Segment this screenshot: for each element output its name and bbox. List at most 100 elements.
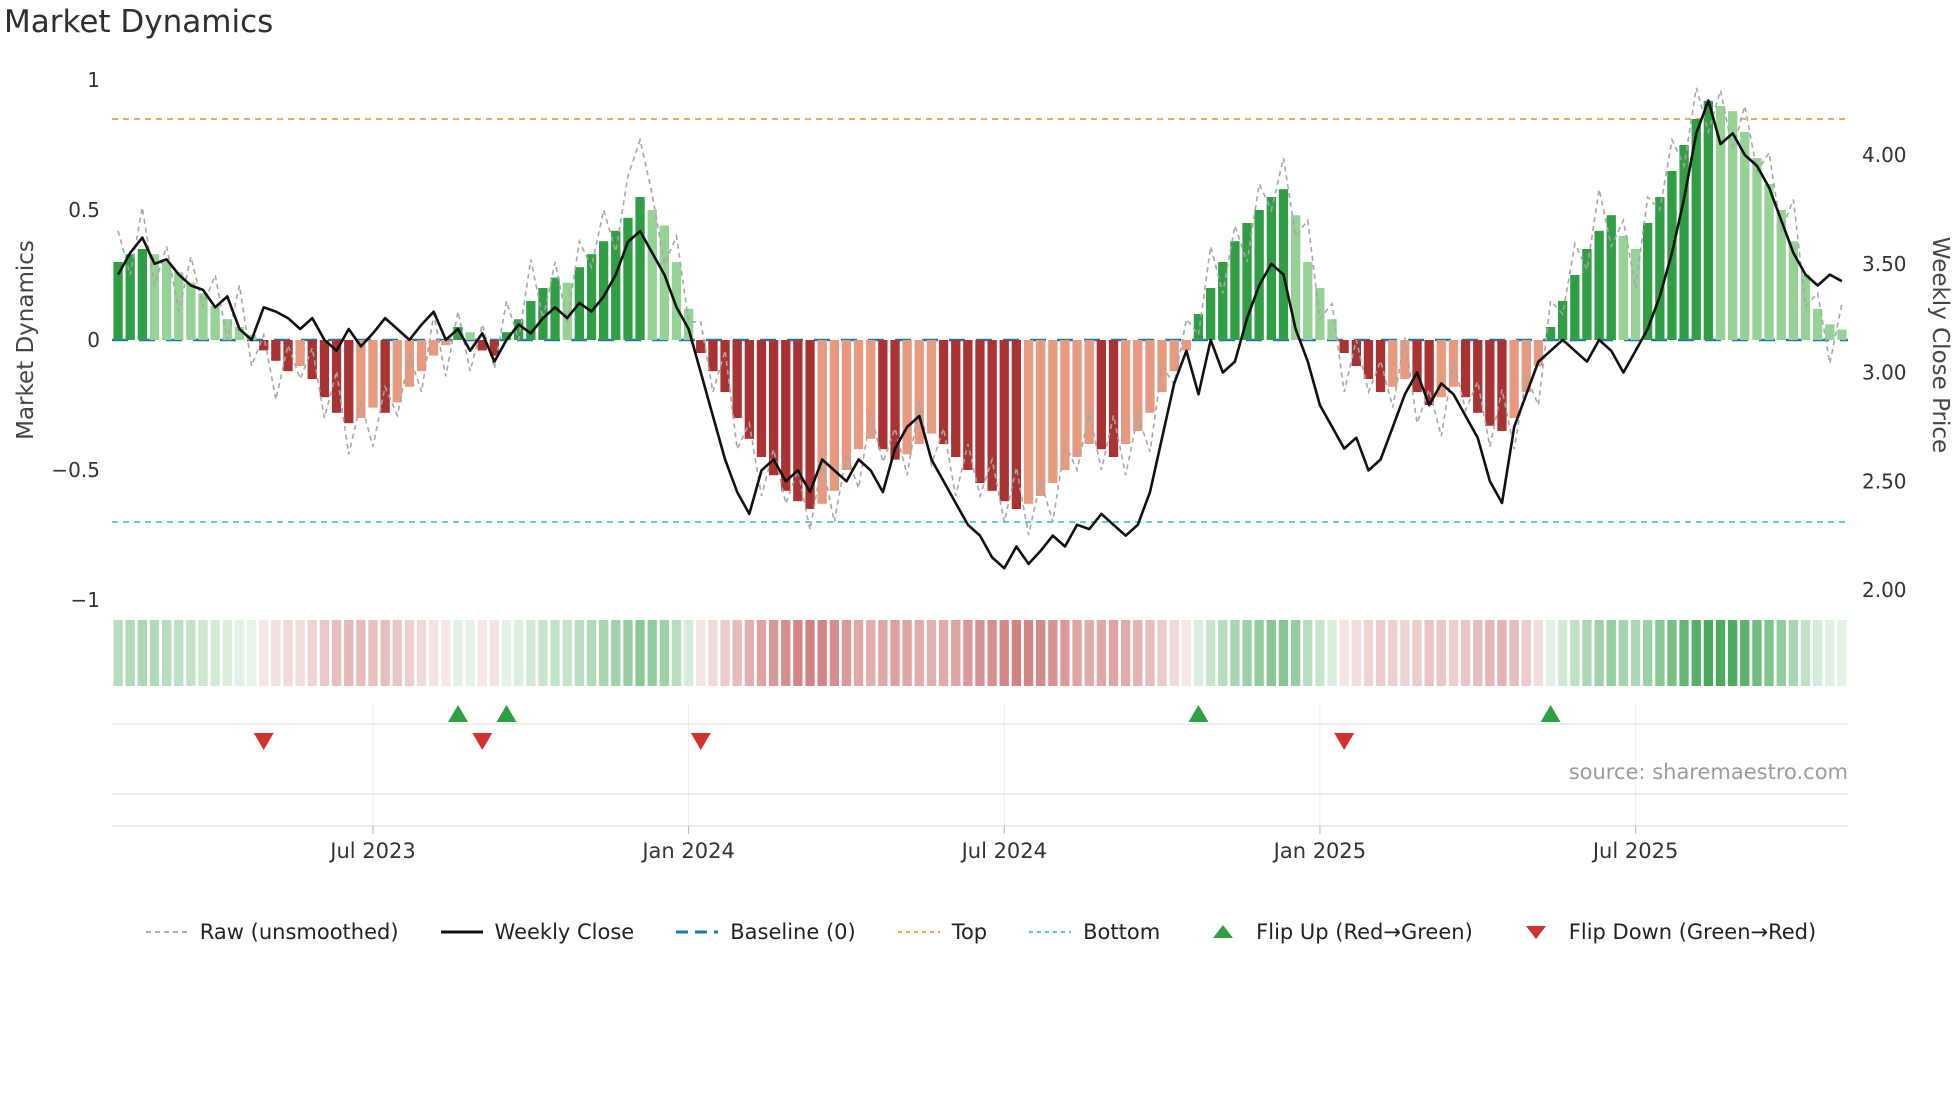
heatmap-cell <box>1630 620 1641 686</box>
oscillator-bar <box>125 254 135 340</box>
heatmap-cell <box>1169 620 1179 686</box>
heatmap-cell <box>647 620 657 686</box>
legend-label: Flip Down (Green→Red) <box>1568 920 1817 944</box>
heatmap-cell <box>283 620 293 686</box>
oscillator-bar <box>1060 340 1070 470</box>
right-tick-label: 4.00 <box>1862 143 1907 167</box>
oscillator-bar <box>999 340 1009 502</box>
oscillator-bar <box>174 272 184 340</box>
heatmap-cell <box>1813 620 1823 686</box>
oscillator-bar <box>1630 249 1641 340</box>
heatmap-cell <box>465 620 475 686</box>
oscillator-bar <box>1181 340 1191 351</box>
left-tick-label: 1 <box>87 68 100 92</box>
legend-item: Flip Down (Green→Red) <box>1513 920 1816 944</box>
oscillator-bar <box>162 262 172 340</box>
legend-line-swatch <box>440 930 483 934</box>
heatmap-cell <box>914 620 924 686</box>
oscillator-bar <box>1121 340 1131 444</box>
oscillator-bar <box>647 210 657 340</box>
oscillator-bar <box>938 340 949 444</box>
heatmap-cell <box>1230 620 1240 686</box>
heatmap-cell <box>1278 620 1289 686</box>
heatmap-cell <box>1728 620 1738 686</box>
oscillator-bar <box>149 254 160 340</box>
oscillator-bar <box>853 340 864 450</box>
heatmap-cell <box>392 620 402 686</box>
oscillator-bar <box>1023 340 1034 504</box>
oscillator-bar <box>817 340 827 504</box>
heatmap-cell <box>1096 620 1106 686</box>
heatmap-cell <box>550 620 560 686</box>
heatmap-cell <box>1436 620 1446 686</box>
oscillator-bar <box>1145 340 1155 413</box>
heatmap-cell <box>137 620 147 686</box>
oscillator-bar <box>586 254 597 340</box>
heatmap-cell <box>295 620 305 686</box>
heatmap-cell <box>1145 620 1155 686</box>
heatmap-cell <box>1157 620 1167 686</box>
flip-up-marker <box>496 705 517 722</box>
oscillator-bar <box>1825 324 1835 340</box>
oscillator-bar <box>477 340 487 351</box>
oscillator-bar <box>1108 340 1119 457</box>
oscillator-bar <box>1521 340 1531 392</box>
oscillator-bar <box>756 340 767 457</box>
heatmap-cell <box>781 620 791 686</box>
oscillator-bar <box>1485 340 1495 426</box>
oscillator-bar <box>841 340 852 470</box>
oscillator-bar <box>1837 329 1847 340</box>
heatmap-cell <box>1218 620 1228 686</box>
heatmap-cell <box>404 620 415 686</box>
oscillator-bar <box>769 340 779 476</box>
legend-line-swatch <box>1029 930 1072 934</box>
heatmap-cell <box>841 620 852 686</box>
heatmap-cell <box>1460 620 1471 686</box>
heatmap-cell <box>878 620 888 686</box>
oscillator-bar <box>1206 288 1216 340</box>
heatmap-cell <box>1206 620 1216 686</box>
heatmap-cell <box>999 620 1009 686</box>
oscillator-bar <box>295 340 305 366</box>
oscillator-bar <box>805 340 815 509</box>
heatmap-cell <box>1011 620 1021 686</box>
oscillator-bar <box>453 327 463 340</box>
oscillator-bar <box>1266 197 1276 340</box>
heatmap-cell <box>866 620 876 686</box>
heatmap-cell <box>526 620 536 686</box>
heatmap-cell <box>963 620 973 686</box>
oscillator-bar <box>404 340 415 387</box>
oscillator-bar <box>623 217 633 340</box>
heatmap-cell <box>113 620 123 686</box>
oscillator-bar <box>696 340 706 353</box>
oscillator-bar <box>514 319 524 340</box>
oscillator-bar <box>1582 249 1592 340</box>
heatmap-cell <box>1558 620 1568 686</box>
oscillator-bar <box>356 340 366 418</box>
heatmap-cell <box>623 620 633 686</box>
heatmap-cell <box>1133 620 1143 686</box>
legend-item: Flip Up (Red→Green) <box>1200 920 1473 944</box>
oscillator-bar <box>720 340 730 392</box>
heatmap-cell <box>271 620 281 686</box>
heatmap-cell <box>1655 620 1665 686</box>
oscillator-bar <box>1193 314 1204 340</box>
heatmap-cell <box>1825 620 1835 686</box>
page-title: Market Dynamics <box>4 4 274 40</box>
oscillator-bar <box>1788 241 1798 340</box>
oscillator-bar <box>1084 340 1094 444</box>
oscillator-bar <box>1363 340 1374 379</box>
heatmap-cell <box>416 620 427 686</box>
right-tick-label: 3.00 <box>1862 361 1907 385</box>
heatmap-cell <box>162 620 172 686</box>
heatmap-cell <box>356 620 366 686</box>
oscillator-bar <box>501 332 512 340</box>
heatmap-cell <box>210 620 220 686</box>
oscillator-bar <box>1545 327 1556 340</box>
heatmap-cell <box>611 620 621 686</box>
oscillator-bar <box>878 340 888 450</box>
oscillator-bar <box>902 340 912 455</box>
heatmap-cell <box>125 620 135 686</box>
heatmap-cell <box>829 620 839 686</box>
